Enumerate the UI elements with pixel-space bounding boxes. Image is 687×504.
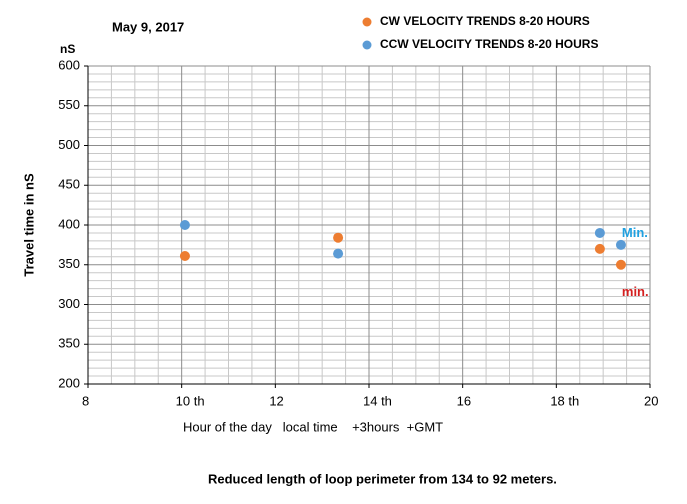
x-tick-label: 12 bbox=[269, 393, 283, 408]
point bbox=[333, 232, 344, 243]
y-tick-label: 600 bbox=[58, 57, 80, 72]
y-unit: nS bbox=[60, 42, 75, 56]
x-tick-label: 8 bbox=[82, 393, 89, 408]
x-tick-label: 20 bbox=[644, 393, 658, 408]
chart-title: May 9, 2017 bbox=[112, 19, 184, 34]
point bbox=[615, 239, 626, 250]
x-tick-label: 16 bbox=[457, 393, 471, 408]
x-tick-label: 10 th bbox=[176, 393, 205, 408]
y-tick-label: 500 bbox=[58, 137, 80, 152]
y-tick-label: 350 bbox=[58, 336, 80, 351]
legend-label: CW VELOCITY TRENDS 8-20 HOURS bbox=[380, 14, 590, 28]
y-tick-label: 450 bbox=[58, 177, 80, 192]
y-axis-label: Travel time in nS bbox=[21, 173, 36, 277]
point bbox=[615, 259, 626, 270]
point bbox=[594, 243, 605, 254]
x-tick-label: 14 th bbox=[363, 393, 392, 408]
point bbox=[594, 227, 605, 238]
y-tick-label: 200 bbox=[58, 375, 80, 390]
point bbox=[333, 248, 344, 259]
point bbox=[179, 220, 190, 230]
y-tick-label: 550 bbox=[58, 97, 80, 112]
x-axis-label: Hour of the day local time +3hours +GMT bbox=[183, 419, 443, 434]
annotation: Min. bbox=[622, 225, 648, 240]
y-tick-label: 300 bbox=[58, 296, 80, 311]
legend-marker bbox=[362, 17, 372, 27]
annotation: min. bbox=[622, 284, 649, 299]
legend-label: CCW VELOCITY TRENDS 8-20 HOURS bbox=[380, 37, 598, 51]
y-tick-label: 400 bbox=[58, 216, 80, 231]
legend-marker bbox=[362, 40, 372, 50]
x-tick-label: 18 th bbox=[550, 393, 579, 408]
footnote: Reduced length of loop perimeter from 13… bbox=[208, 471, 557, 486]
y-tick-label: 350 bbox=[58, 256, 80, 271]
point bbox=[179, 251, 190, 262]
